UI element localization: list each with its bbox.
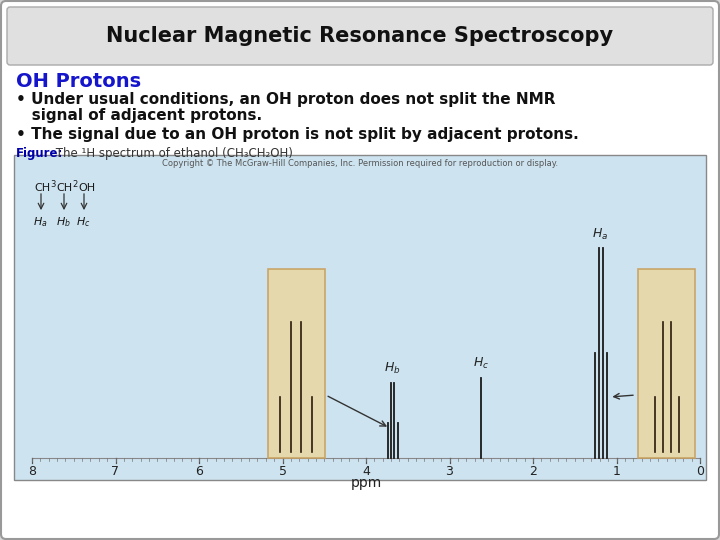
Text: $H_b$: $H_b$ <box>55 215 71 229</box>
Text: • The signal due to an OH proton is not split by adjacent protons.: • The signal due to an OH proton is not … <box>16 127 579 142</box>
Text: The ¹H spectrum of ethanol (CH₃CH₂OH): The ¹H spectrum of ethanol (CH₃CH₂OH) <box>52 147 293 160</box>
Text: • Under usual conditions, an OH proton does not split the NMR: • Under usual conditions, an OH proton d… <box>16 92 556 107</box>
Text: 0: 0 <box>696 465 704 478</box>
Text: ppm: ppm <box>351 476 382 490</box>
Text: 2: 2 <box>72 180 77 189</box>
Text: CH: CH <box>34 183 50 193</box>
Text: Copyright © The McGraw-Hill Companies, Inc. Permission required for reproduction: Copyright © The McGraw-Hill Companies, I… <box>162 159 558 168</box>
Text: OH Protons: OH Protons <box>16 72 141 91</box>
Text: 5: 5 <box>279 465 287 478</box>
FancyBboxPatch shape <box>268 269 325 458</box>
Text: 3: 3 <box>446 465 454 478</box>
Text: 7: 7 <box>112 465 120 478</box>
Text: 6: 6 <box>195 465 203 478</box>
Text: 3: 3 <box>50 180 55 189</box>
Text: 8: 8 <box>28 465 36 478</box>
Text: $H_a$: $H_a$ <box>32 215 48 229</box>
FancyBboxPatch shape <box>14 155 706 480</box>
Text: 1: 1 <box>613 465 621 478</box>
Text: $H_c$: $H_c$ <box>473 356 490 371</box>
Text: OH: OH <box>78 183 95 193</box>
Text: Figure:: Figure: <box>16 147 63 160</box>
Text: signal of adjacent protons.: signal of adjacent protons. <box>16 108 262 123</box>
Text: CH: CH <box>56 183 72 193</box>
Text: $H_b$: $H_b$ <box>384 361 401 376</box>
Text: $H_a$: $H_a$ <box>593 227 608 242</box>
Text: Nuclear Magnetic Resonance Spectroscopy: Nuclear Magnetic Resonance Spectroscopy <box>107 26 613 46</box>
FancyBboxPatch shape <box>638 269 696 458</box>
Text: 4: 4 <box>362 465 370 478</box>
Text: 2: 2 <box>529 465 537 478</box>
FancyBboxPatch shape <box>7 7 713 65</box>
Text: $H_c$: $H_c$ <box>76 215 90 229</box>
